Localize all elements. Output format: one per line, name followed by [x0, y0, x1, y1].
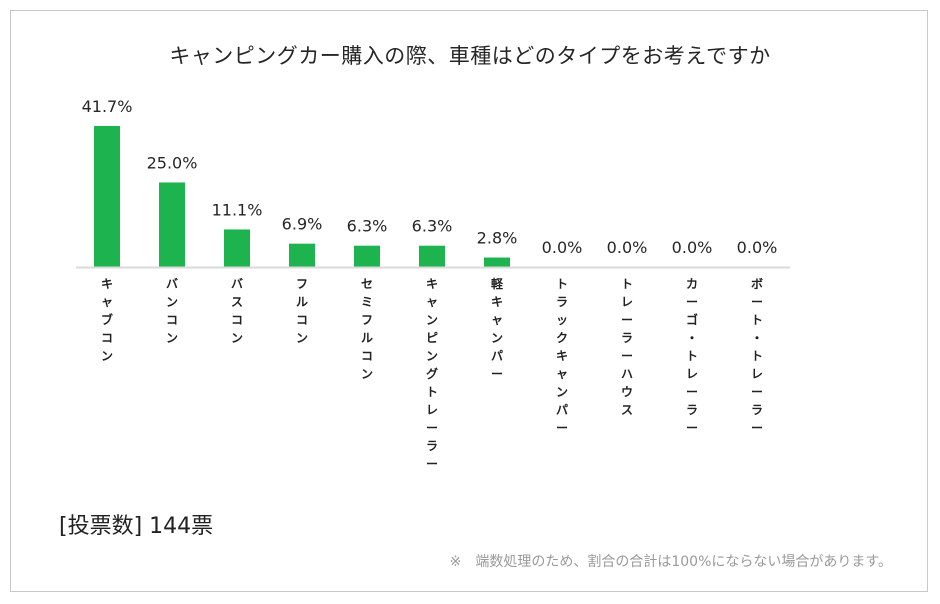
category-label-10: ボート・トレーラー: [751, 276, 763, 435]
value-label-6: 2.8%: [477, 229, 518, 248]
value-label-4: 6.3%: [347, 217, 388, 236]
bar-1: [159, 182, 185, 267]
value-label-8: 0.0%: [607, 238, 648, 257]
value-label-7: 0.0%: [542, 238, 583, 257]
category-label-7: トラックキャンパー: [556, 277, 568, 435]
value-label-5: 6.3%: [412, 217, 453, 236]
bar-5: [419, 245, 445, 267]
chart-title: キャンピングカー購入の際、車種はどのタイプをお考えですか: [169, 44, 771, 68]
bar-6: [484, 257, 510, 267]
category-label-3: フルコン: [296, 277, 308, 345]
vote-count: [投票数] 144票: [59, 514, 214, 539]
category-label-4: セミフルコン: [361, 277, 373, 381]
bar-3: [289, 243, 315, 267]
category-label-1: バンコン: [166, 277, 178, 345]
chart-frame: [10, 10, 928, 592]
footnote: ※ 端数処理のため、割合の合計は100%にならない場合があります。: [449, 554, 892, 570]
category-label-0: キャブコン: [101, 277, 113, 363]
value-label-3: 6.9%: [282, 215, 323, 234]
category-label-8: トレーラーハウス: [621, 277, 633, 417]
bar-2: [224, 229, 250, 267]
value-label-9: 0.0%: [672, 238, 713, 257]
value-label-2: 11.1%: [212, 200, 263, 219]
value-label-10: 0.0%: [737, 238, 778, 257]
value-label-0: 41.7%: [82, 97, 133, 116]
value-label-1: 25.0%: [147, 153, 198, 172]
category-label-6: 軽キャンパー: [491, 276, 504, 381]
bar-4: [354, 245, 380, 267]
category-label-5: キャンピングトレーラー: [426, 277, 438, 471]
category-label-9: カーゴ・トレーラー: [686, 277, 698, 435]
category-label-2: バスコン: [231, 277, 243, 345]
bar-0: [94, 126, 120, 267]
